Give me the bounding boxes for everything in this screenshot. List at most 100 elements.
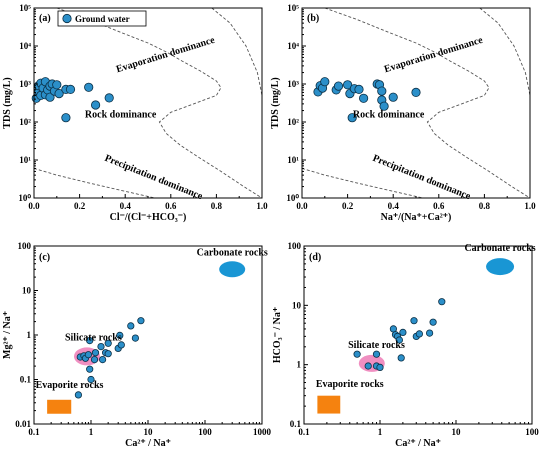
evaporite-region bbox=[317, 395, 341, 414]
annotation-silicate: Silicate rocks bbox=[65, 333, 122, 344]
data-point bbox=[415, 330, 423, 338]
x-tick-label: 0.4 bbox=[388, 201, 400, 211]
legend-label: Ground water bbox=[75, 14, 130, 24]
x-tick-label: 0.2 bbox=[342, 201, 354, 211]
data-point bbox=[438, 298, 446, 306]
y-axis-title: HCO₃⁻ / Na⁺ bbox=[272, 307, 283, 363]
x-tick-label: 0.4 bbox=[120, 201, 132, 211]
x-tick-label: 0.8 bbox=[479, 201, 491, 211]
data-point bbox=[379, 101, 389, 111]
data-point bbox=[87, 375, 95, 384]
x-tick-label: 10 bbox=[144, 427, 154, 437]
data-point bbox=[45, 92, 55, 102]
panel-d: 0.1 1 10 100 0.1 1 10 100 (d) Carbonate rocks Sili… bbox=[272, 241, 539, 449]
data-point bbox=[54, 89, 64, 99]
upper-boundary-curve bbox=[324, 7, 531, 199]
y-tick-label: 1 bbox=[27, 330, 32, 340]
x-tick-label: 0.0 bbox=[296, 201, 308, 211]
data-point bbox=[104, 339, 112, 347]
data-point bbox=[86, 365, 94, 373]
data-point bbox=[353, 350, 361, 358]
x-tick-label: 1 bbox=[89, 427, 94, 437]
y-tick-label: 10³ bbox=[287, 79, 299, 89]
x-tick-label: 0.1 bbox=[28, 427, 40, 437]
data-point bbox=[388, 92, 398, 102]
legend-box bbox=[57, 10, 147, 27]
annotation-carbonate: Carbonate rocks bbox=[197, 247, 268, 258]
panel-label: (c) bbox=[39, 252, 50, 263]
data-point bbox=[84, 82, 94, 92]
data-point bbox=[131, 334, 139, 342]
panel-label: (b) bbox=[307, 13, 319, 24]
data-point bbox=[91, 100, 101, 110]
data-point bbox=[117, 341, 125, 349]
y-tick-label: 10⁰ bbox=[286, 193, 299, 203]
data-point bbox=[410, 317, 418, 325]
data-point bbox=[342, 80, 353, 90]
data-point bbox=[358, 93, 369, 103]
panel-label: (d) bbox=[309, 252, 321, 263]
y-tick-label: 10⁵ bbox=[287, 3, 299, 13]
data-point bbox=[411, 87, 421, 98]
data-point bbox=[372, 350, 381, 358]
x-tick-label: 0.0 bbox=[28, 201, 40, 211]
panel-label: (a) bbox=[39, 13, 51, 24]
data-point bbox=[65, 84, 76, 95]
annotation-evaporite: Evaporite rocks bbox=[316, 379, 384, 390]
data-point bbox=[425, 329, 434, 337]
outer-boundary-curve bbox=[479, 7, 531, 96]
carbonate-region bbox=[219, 261, 246, 278]
data-point bbox=[52, 80, 62, 90]
x-tick-label: 0.6 bbox=[165, 201, 177, 211]
annotation-rock: Rock dominance bbox=[85, 110, 157, 121]
data-point bbox=[354, 84, 364, 95]
y-tick-label: 100 bbox=[288, 241, 302, 251]
lower-boundary-curve bbox=[301, 167, 423, 199]
data-point bbox=[376, 363, 384, 371]
data-point bbox=[86, 336, 94, 345]
y-tick-label: 10² bbox=[19, 117, 31, 127]
data-point bbox=[116, 331, 124, 339]
x-axis-title: Cl⁻/(Cl⁻+HCO₃⁻) bbox=[110, 212, 187, 223]
y-tick-label: 10³ bbox=[19, 79, 31, 89]
upper-boundary-curve bbox=[56, 7, 263, 199]
lower-boundary-curve bbox=[33, 167, 155, 199]
x-tick-label: 1.0 bbox=[524, 201, 536, 211]
data-point bbox=[127, 322, 135, 330]
data-point bbox=[97, 342, 105, 351]
data-point bbox=[333, 81, 344, 91]
panel-b: 0.0 0.2 0.4 0.6 0.8 1.0 10⁰ 10¹ 10² 10³ 10⁴ 10⁵ (b) E… bbox=[270, 3, 536, 223]
y-tick-label: 10¹ bbox=[287, 155, 299, 165]
y-tick-label: 0.1 bbox=[290, 419, 302, 429]
x-axis-title: Na⁺/(Na⁺+Ca²⁺) bbox=[381, 212, 452, 223]
panel-a: 0.0 0.2 0.4 0.6 0.8 1.0 10⁰ 10¹ 10² 10³ 10⁴ 10⁵ (a) E… bbox=[2, 3, 268, 223]
x-tick-label: 1000 bbox=[253, 427, 272, 437]
data-point bbox=[104, 93, 114, 103]
x-tick-label: 100 bbox=[525, 427, 539, 437]
data-point bbox=[429, 318, 437, 326]
annotation-carbonate: Carbonate rocks bbox=[464, 243, 535, 254]
y-tick-label: 10⁰ bbox=[18, 193, 31, 203]
x-tick-label: 1.0 bbox=[256, 201, 268, 211]
legend-marker bbox=[62, 13, 72, 24]
y-tick-label: 10¹ bbox=[19, 155, 31, 165]
y-tick-label: 10⁴ bbox=[19, 41, 31, 51]
x-tick-label: 0.8 bbox=[211, 201, 223, 211]
data-point bbox=[61, 113, 71, 123]
data-point bbox=[74, 391, 83, 399]
annotation-rock: Rock dominance bbox=[353, 110, 425, 121]
data-point bbox=[399, 328, 407, 336]
data-point bbox=[320, 77, 330, 87]
data-point bbox=[84, 351, 93, 359]
data-point bbox=[104, 350, 112, 358]
y-axis-title: TDS (mg/L) bbox=[2, 77, 13, 128]
annotation-silicate: Silicate rocks bbox=[348, 340, 405, 351]
y-tick-label: 10⁵ bbox=[19, 3, 31, 13]
y-axis-title: Mg²⁺ / Na⁺ bbox=[2, 311, 13, 359]
data-point bbox=[364, 362, 372, 370]
data-point bbox=[91, 349, 100, 357]
y-tick-label: 1 bbox=[297, 360, 302, 370]
y-tick-label: 10 bbox=[292, 300, 302, 310]
y-tick-label: 0.01 bbox=[15, 419, 31, 429]
